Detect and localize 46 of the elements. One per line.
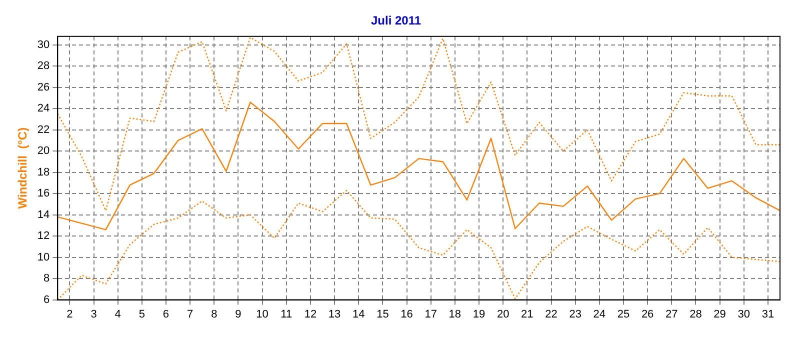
x-tick-label: 30: [738, 308, 750, 320]
x-tick-label: 22: [545, 308, 558, 320]
x-tick-label: 12: [304, 308, 317, 320]
x-tick-label: 15: [376, 308, 389, 320]
y-tick-label: 26: [37, 81, 50, 94]
x-tick-label: 23: [569, 308, 582, 320]
x-tick-label: 21: [521, 308, 534, 320]
x-tick-label: 17: [424, 308, 437, 320]
x-tick-label: 6: [162, 308, 170, 320]
x-tick-label: 26: [641, 308, 654, 320]
x-tick-label: 7: [187, 308, 194, 320]
x-tick-label: 29: [714, 308, 726, 320]
x-tick-label: 16: [400, 308, 413, 320]
x-tick-label: 9: [235, 308, 242, 320]
x-tick-label: 13: [328, 308, 341, 320]
y-tick-label: 14: [37, 208, 50, 221]
x-tick-label: 10: [256, 308, 268, 320]
chart-title: Juli 2011: [370, 14, 422, 28]
x-tick-label: 24: [593, 308, 606, 320]
x-tick-label: 31: [762, 308, 774, 320]
x-tick-label: 14: [352, 308, 365, 320]
y-tick-label: 28: [37, 60, 50, 72]
y-tick-label: 16: [37, 188, 50, 200]
y-tick-label: 10: [37, 251, 50, 264]
x-tick-label: 5: [138, 308, 145, 320]
x-tick-label: 2: [66, 308, 73, 320]
y-tick-label: 6: [44, 294, 50, 306]
y-tick-label: 30: [37, 38, 50, 51]
x-tick-label: 27: [666, 308, 678, 320]
x-tick-label: 11: [280, 308, 292, 320]
x-tick-label: 18: [448, 308, 462, 320]
y-tick-label: 20: [37, 145, 50, 158]
x-tick-label: 8: [211, 308, 218, 320]
y-tick-label: 18: [37, 166, 50, 178]
y-tick-label: 8: [44, 272, 50, 285]
x-tick-label: 20: [496, 308, 510, 320]
y-tick-label: 24: [37, 102, 50, 115]
x-tick-label: 3: [90, 308, 97, 320]
x-tick-label: 4: [114, 308, 121, 320]
y-tick-label: 22: [37, 124, 50, 136]
line-series: [58, 36, 780, 212]
y-tick-label: 12: [37, 230, 50, 242]
x-tick-label: 25: [617, 308, 630, 320]
y-axis-title: Windchill (°C): [16, 127, 30, 209]
x-tick-label: 28: [690, 308, 702, 320]
x-tick-label: 19: [472, 308, 486, 320]
